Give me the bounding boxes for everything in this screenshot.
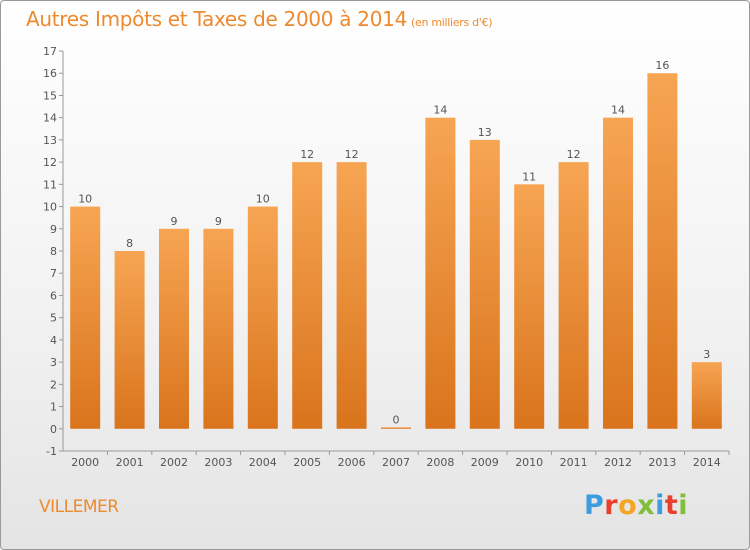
bar — [336, 162, 367, 429]
bar — [469, 139, 500, 429]
bar — [70, 206, 101, 429]
chart-title: Autres Impôts et Taxes de 2000 à 2014 (en… — [26, 7, 492, 31]
data-label: 0 — [393, 413, 400, 426]
data-label: 16 — [655, 59, 669, 72]
data-labels: 10 8 9 9 10 12 12 0 14 13 11 12 14 16 3 — [78, 59, 710, 426]
bar — [114, 251, 145, 429]
logo-letter: i — [678, 490, 689, 521]
x-tick-label: 2011 — [560, 456, 588, 469]
y-tick-label: 2 — [50, 378, 57, 391]
logo-letter: P — [584, 490, 605, 521]
data-label: 9 — [215, 215, 222, 228]
y-tick-label: 6 — [50, 289, 57, 302]
y-tick-label: 15 — [43, 89, 57, 102]
y-tick-label: 16 — [43, 67, 57, 80]
y-tick-label: 11 — [43, 178, 57, 191]
bar — [425, 117, 456, 429]
data-label: 10 — [256, 193, 270, 206]
x-tick-label: 2004 — [249, 456, 277, 469]
x-tick-label: 2005 — [293, 456, 321, 469]
bar — [203, 228, 234, 429]
y-tick-label: 1 — [50, 401, 57, 414]
logo-letter: r — [604, 490, 619, 521]
data-label: 12 — [300, 148, 314, 161]
y-tick-label: 5 — [50, 312, 57, 325]
data-label: 11 — [522, 170, 536, 183]
data-label: 10 — [78, 193, 92, 206]
logo-letter: t — [664, 490, 679, 521]
bar — [381, 427, 411, 429]
logo-letter: i — [655, 490, 665, 521]
y-tick-label: 13 — [43, 134, 57, 147]
chart-unit: (en milliers d'€) — [411, 16, 493, 29]
bar — [159, 228, 189, 429]
x-tick-label: 2013 — [648, 456, 676, 469]
x-tick-label: 2009 — [471, 456, 499, 469]
x-tick-label: 2002 — [160, 456, 188, 469]
y-tick-label: 4 — [50, 334, 57, 347]
y-tick-label: 8 — [50, 245, 57, 258]
proxiti-logo[interactable]: Proxiti — [584, 490, 688, 521]
y-tick-label: 12 — [43, 156, 57, 169]
bar — [247, 206, 278, 429]
y-tick-label: 3 — [50, 356, 57, 369]
y-tick-label: 0 — [50, 423, 57, 436]
y-tick-label: 17 — [43, 45, 57, 58]
x-tick-label: 2012 — [604, 456, 632, 469]
bar — [603, 117, 633, 429]
bars — [70, 73, 722, 429]
y-tick-label: 10 — [43, 201, 57, 214]
x-tick-label: 2010 — [515, 456, 543, 469]
bar — [514, 184, 545, 429]
data-label: 14 — [611, 104, 625, 117]
x-tick-label: 2014 — [693, 456, 721, 469]
data-label: 12 — [345, 148, 359, 161]
x-tick-label: 2003 — [204, 456, 232, 469]
logo-letter: x — [637, 490, 656, 521]
x-tick-label: 2008 — [426, 456, 454, 469]
data-label: 14 — [433, 104, 447, 117]
chart-title-text: Autres Impôts et Taxes de 2000 à 2014 — [26, 7, 407, 31]
data-label: 3 — [703, 348, 710, 361]
y-tick-label: 9 — [50, 223, 57, 236]
bar — [691, 362, 722, 429]
data-label: 12 — [567, 148, 581, 161]
y-tick-label: 7 — [50, 267, 57, 280]
bar — [647, 73, 678, 429]
logo-letter: o — [618, 490, 638, 521]
data-label: 8 — [126, 237, 133, 250]
bar — [558, 162, 589, 429]
x-tick-label: 2001 — [116, 456, 144, 469]
y-tick-label: 14 — [43, 112, 57, 125]
bar — [292, 162, 323, 429]
commune-name: VILLEMER — [39, 497, 119, 517]
data-label: 13 — [478, 126, 492, 139]
x-tick-label: 2000 — [71, 456, 99, 469]
x-tick-label: 2007 — [382, 456, 410, 469]
x-tick-label: 2006 — [338, 456, 366, 469]
y-tick-label: -1 — [46, 445, 57, 458]
data-label: 9 — [171, 215, 178, 228]
